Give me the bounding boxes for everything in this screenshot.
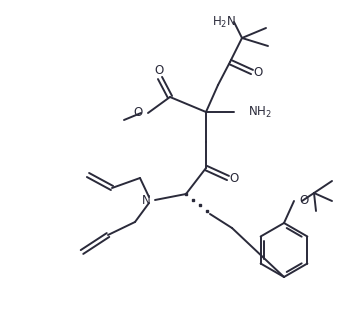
Text: O: O (134, 107, 143, 120)
Text: O: O (299, 195, 308, 208)
Text: O: O (253, 66, 262, 79)
Text: $\mathsf{NH_2}$: $\mathsf{NH_2}$ (248, 104, 272, 120)
Text: O: O (229, 171, 239, 184)
Text: N: N (142, 193, 151, 206)
Text: O: O (155, 64, 164, 77)
Text: $\mathsf{H_2N}$: $\mathsf{H_2N}$ (212, 14, 236, 30)
